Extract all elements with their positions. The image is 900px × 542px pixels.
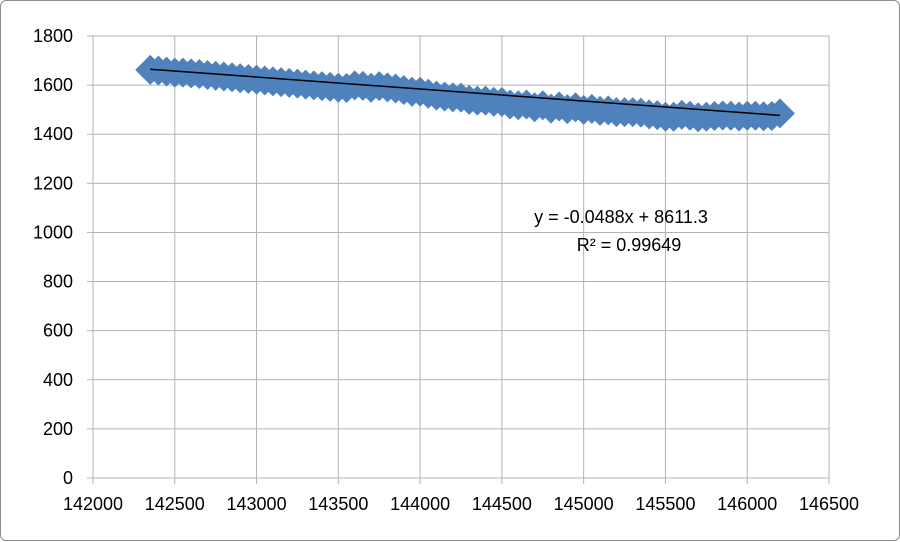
y-tick-label: 1600 — [33, 75, 73, 95]
data-point — [764, 98, 795, 129]
x-tick-label: 145500 — [635, 494, 695, 514]
x-tick-label: 143500 — [308, 494, 368, 514]
x-tick-label: 145000 — [554, 494, 614, 514]
y-tick-label: 1800 — [33, 26, 73, 46]
y-tick-label: 1000 — [33, 222, 73, 242]
r-squared-label: R² = 0.99649 — [577, 235, 682, 255]
x-axis-ticks: 142000 142500 143000 143500 144000 144500 1450… — [63, 494, 859, 514]
y-axis-ticks: 0 200 400 600 800 1000 1200 1400 1600 1800 — [33, 26, 73, 488]
y-tick-label: 0 — [63, 468, 73, 488]
trendline-equation: y = -0.0488x + 8611.3 — [534, 207, 708, 227]
x-tick-label: 142500 — [145, 494, 205, 514]
y-tick-label: 800 — [43, 272, 73, 292]
y-tick-label: 400 — [43, 370, 73, 390]
y-tick-label: 1200 — [33, 173, 73, 193]
x-tick-label: 146500 — [799, 494, 859, 514]
x-tick-label: 144000 — [390, 494, 450, 514]
x-tick-label: 144500 — [472, 494, 532, 514]
y-tick-label: 1400 — [33, 124, 73, 144]
x-tick-label: 143000 — [227, 494, 287, 514]
x-tick-label: 146000 — [717, 494, 777, 514]
y-tick-label: 600 — [43, 321, 73, 341]
trendline — [150, 68, 780, 117]
data-points — [135, 54, 795, 133]
x-tick-label: 142000 — [63, 494, 123, 514]
y-tick-label: 200 — [43, 419, 73, 439]
